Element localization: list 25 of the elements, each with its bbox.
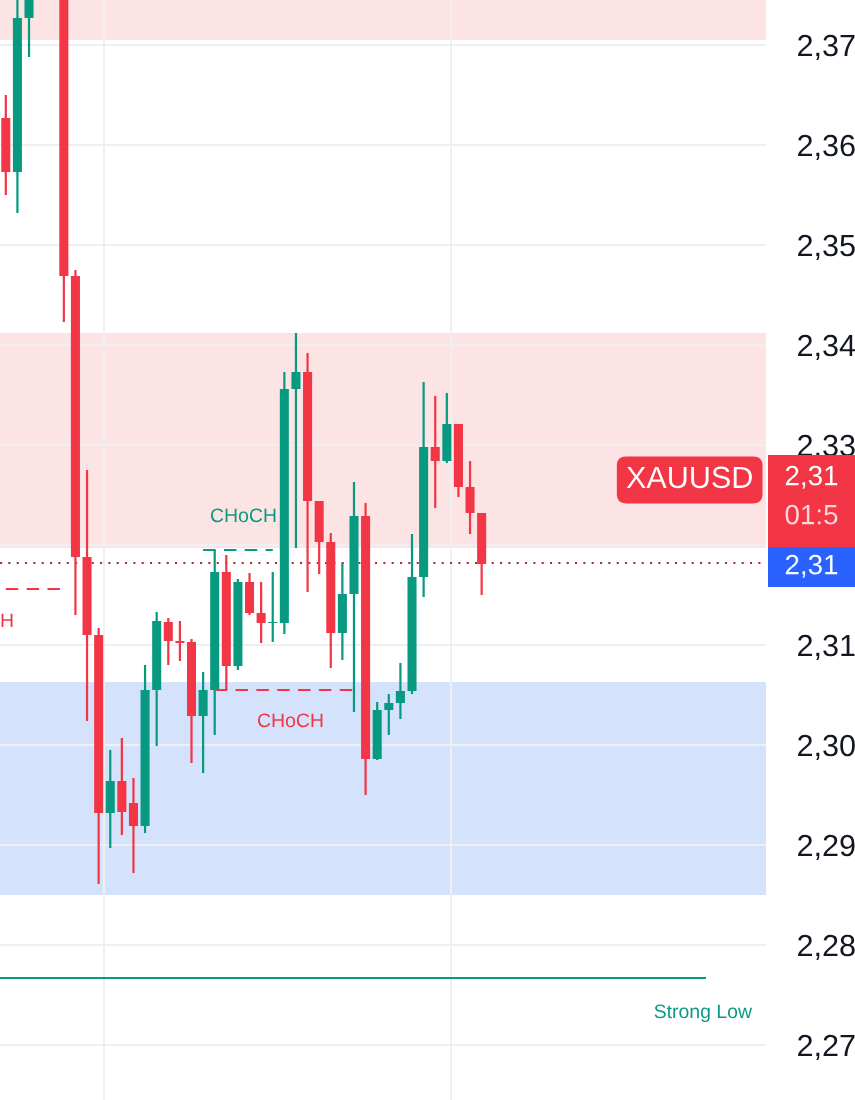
candlestick	[24, 0, 34, 59]
annotation: H	[1, 613, 13, 628]
candlestick	[384, 692, 394, 737]
ref-line-label: Strong Low	[654, 1004, 753, 1023]
y-tick-label: 2,36	[798, 134, 855, 160]
candlestick	[256, 580, 266, 645]
candlestick	[430, 394, 440, 510]
y-tick-label: 2,28	[798, 934, 855, 960]
candlestick	[163, 616, 173, 667]
y-tick-label: 2,34	[798, 334, 855, 360]
candlestick	[395, 661, 405, 721]
y-tick-label: 2,29	[798, 834, 855, 860]
candlestick	[268, 570, 278, 644]
candlestick	[175, 619, 185, 663]
annotation: XAUUSD	[626, 466, 752, 489]
annotation: CHoCH	[210, 508, 276, 523]
y-tick-label: 2,35	[798, 234, 855, 260]
y-tick-label: 2,37	[798, 34, 855, 60]
annotation: CHoCH	[257, 713, 323, 728]
y-tick-label: 2,27	[798, 1034, 855, 1060]
text: 01:5	[785, 504, 838, 525]
y-tick-label: 2,31	[798, 634, 855, 660]
y-tick-label: 2,30	[798, 734, 855, 760]
candlestick	[291, 331, 301, 550]
candlestick	[128, 776, 138, 875]
